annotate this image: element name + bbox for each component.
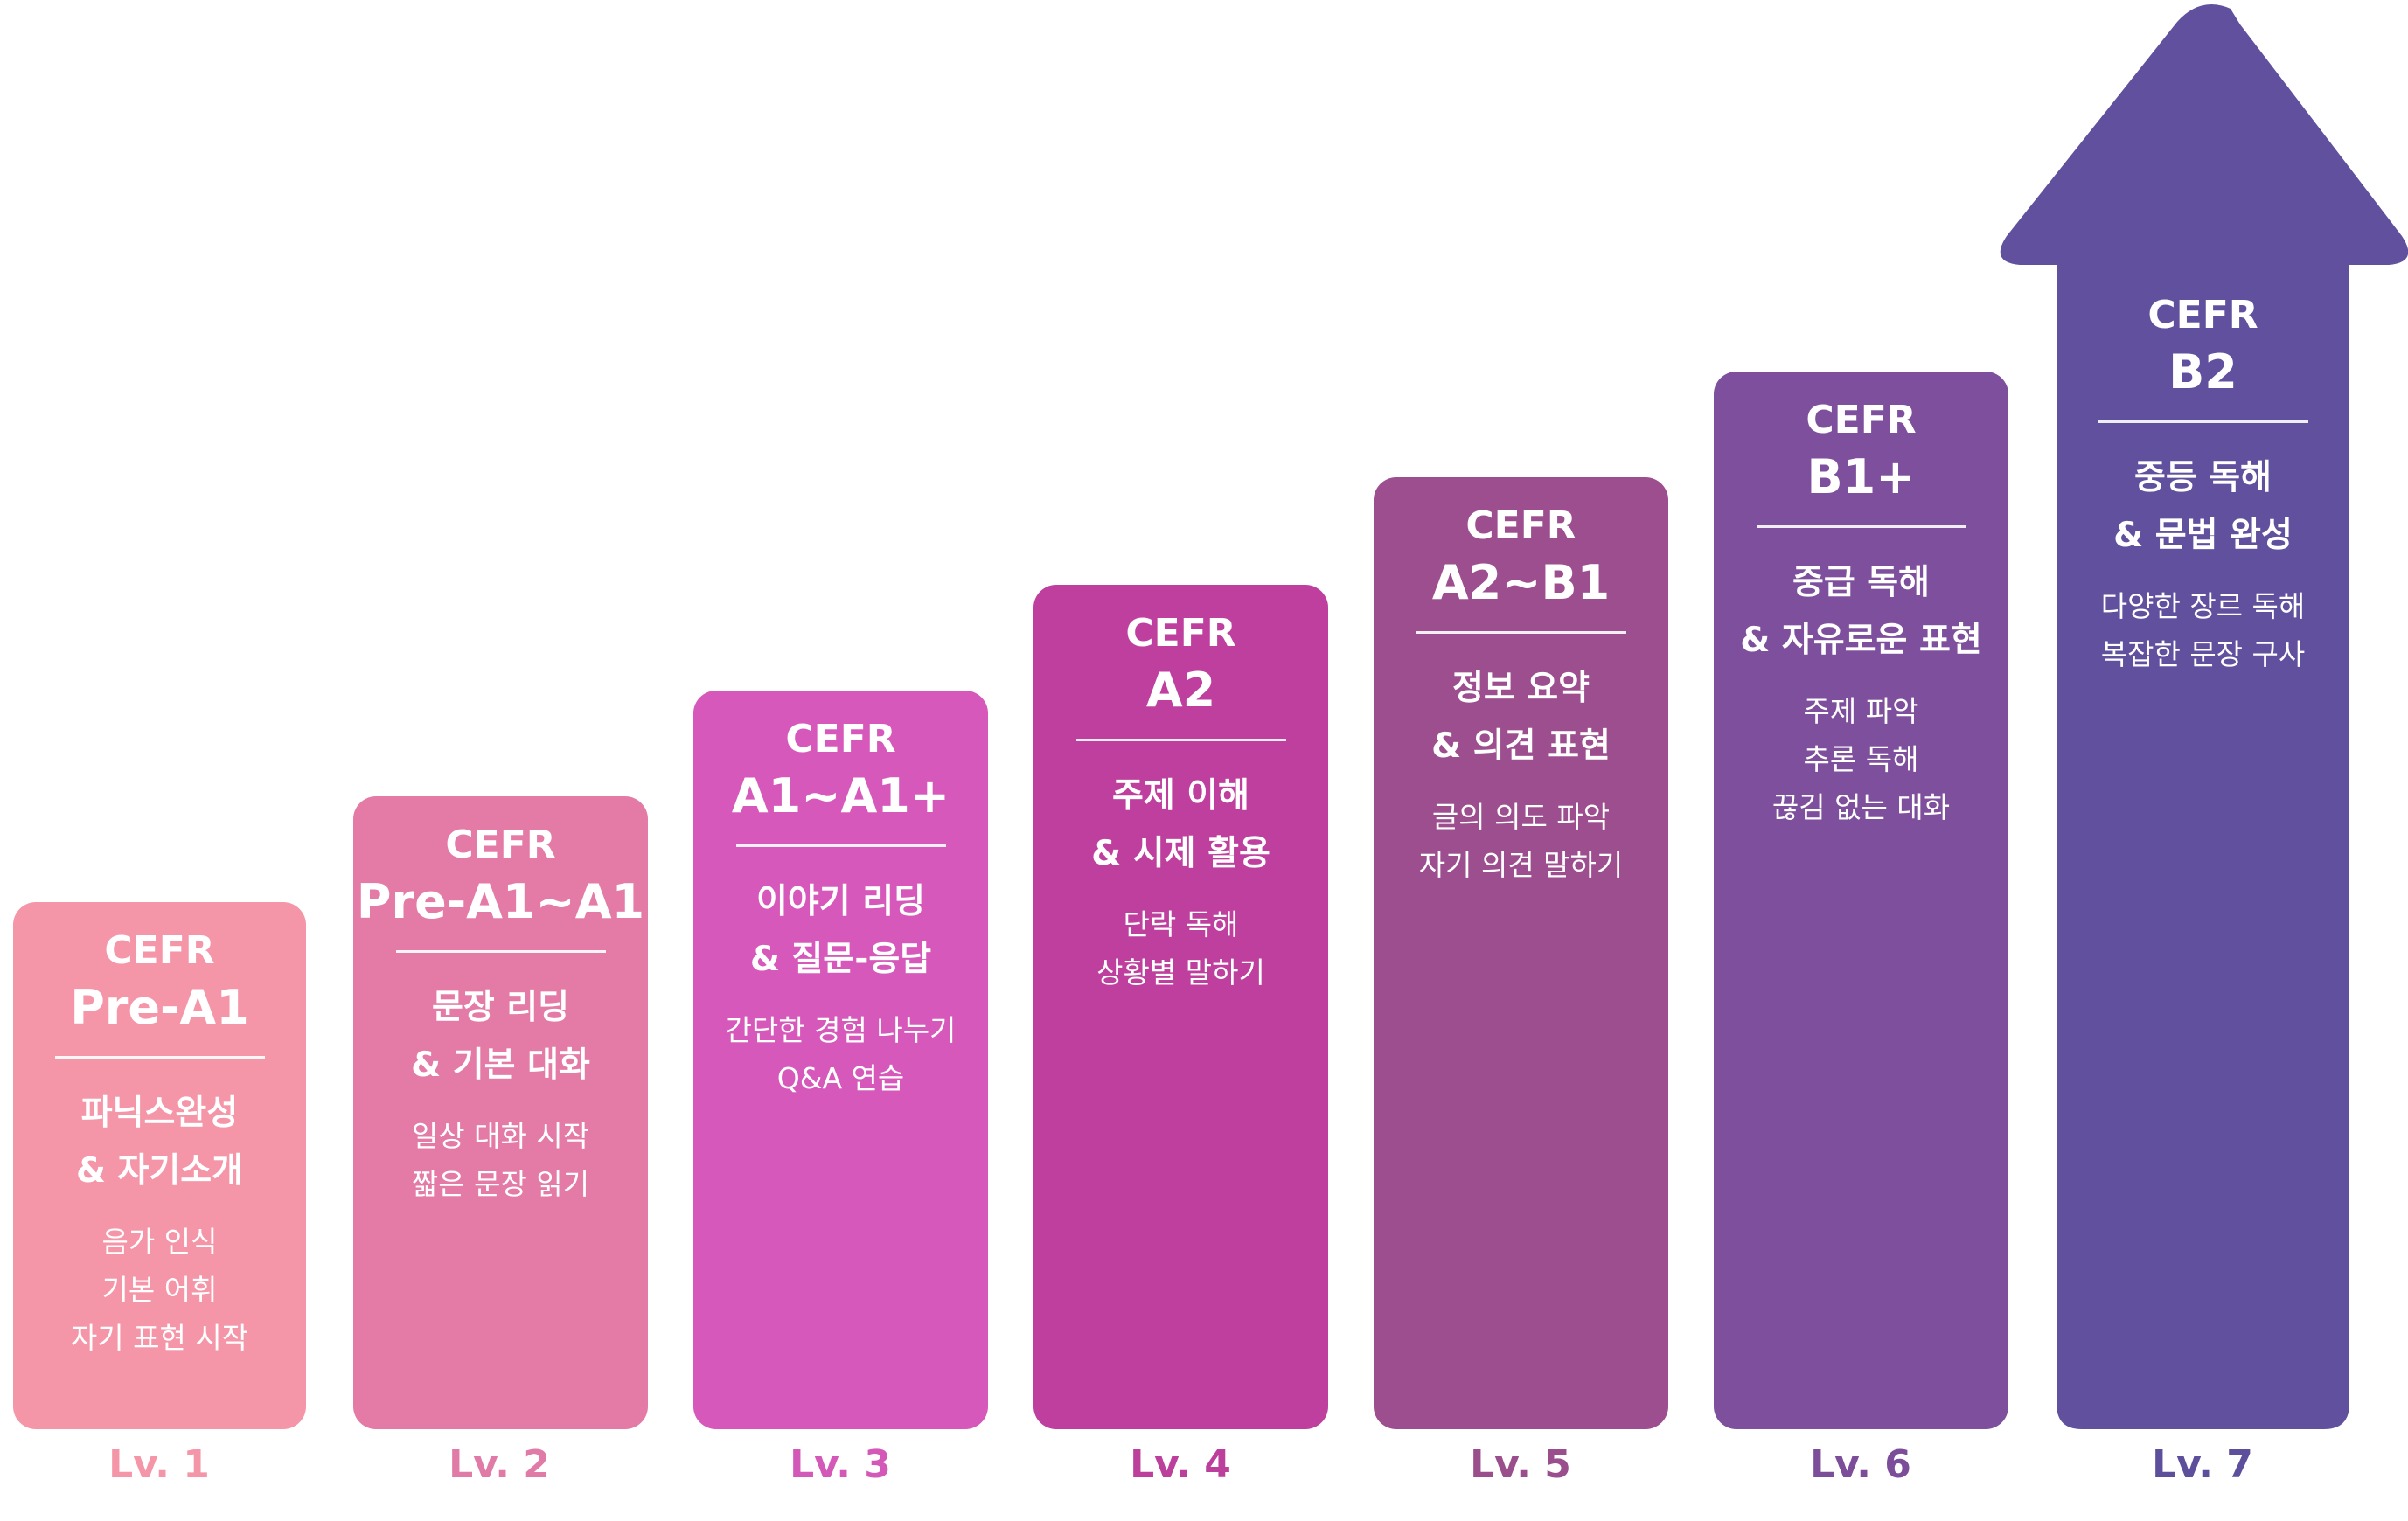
divider: [2098, 420, 2308, 423]
skill-item: 단락 독해: [1123, 907, 1239, 941]
skill-item: 일상 대화 시작: [411, 1119, 590, 1153]
skill-list: 주제 파악 추론 독해 끊김 없는 대화: [1714, 687, 2008, 831]
skill-item: Q&A 연습: [776, 1061, 905, 1095]
divider: [1075, 739, 1286, 741]
cefr-label: CEFR: [2147, 293, 2258, 337]
level-label-2: Lv. 2: [449, 1442, 550, 1487]
level-4-card: CEFR A2 주제 이해 & 시제 활용 단락 독해 상황별 말하기: [1033, 585, 1328, 1429]
skill-item: 간단한 경험 나누기: [725, 1013, 957, 1047]
skill-item: 자기 표현 시작: [70, 1321, 249, 1355]
skill-item: 기본 어휘: [101, 1273, 218, 1307]
cefr-label: CEFR: [785, 717, 896, 761]
focus-title: 정보 요약: [1451, 669, 1590, 708]
cefr-label: CEFR: [1465, 504, 1576, 548]
skill-item: 다양한 장르 독해: [2100, 589, 2306, 623]
cefr-level: Pre-A1~A1: [356, 874, 645, 929]
skill-item: 글의 의도 파악: [1431, 800, 1611, 834]
cefr-level: B2: [2168, 344, 2237, 399]
divider: [1756, 525, 1966, 528]
focus-title-2: & 자유로운 표현: [1740, 621, 1982, 660]
cefr-label: CEFR: [445, 823, 556, 867]
focus-title: 주제 이해: [1111, 776, 1250, 816]
level-label-3: Lv. 3: [790, 1442, 891, 1487]
level-3-card: CEFR A1~A1+ 이야기 리딩 & 질문-응답 간단한 경험 나누기 Q&…: [693, 691, 988, 1429]
level-label-4: Lv. 4: [1130, 1442, 1231, 1487]
focus-title-2: & 기본 대화: [411, 1045, 590, 1085]
focus-title-2: & 의견 표현: [1431, 726, 1611, 766]
skill-item: 복잡한 문장 구사: [2100, 637, 2306, 671]
cefr-label: CEFR: [1125, 611, 1236, 656]
cefr-level: A1~A1+: [731, 768, 950, 823]
skill-item: 추론 독해: [1803, 742, 1919, 776]
level-label-6: Lv. 6: [1810, 1442, 1911, 1487]
cefr-level: A2: [1145, 663, 1216, 718]
focus-title-2: & 시제 활용: [1091, 834, 1270, 873]
skill-item: 상황별 말하기: [1096, 955, 1265, 990]
skill-list: 음가 인식 기본 어휘 자기 표현 시작: [13, 1218, 306, 1362]
focus-title: 문장 리딩: [431, 988, 570, 1027]
skill-item: 자기 의견 말하기: [1418, 848, 1624, 882]
cefr-label: CEFR: [1806, 398, 1917, 442]
level-label-5: Lv. 5: [1470, 1442, 1571, 1487]
cefr-level: B1+: [1806, 449, 1916, 504]
focus-title-2: & 자기소개: [75, 1151, 244, 1191]
level-5-card: CEFR A2~B1 정보 요약 & 의견 표현 글의 의도 파악 자기 의견 …: [1374, 477, 1668, 1429]
skill-list: 간단한 경험 나누기 Q&A 연습: [693, 1006, 988, 1102]
cefr-level: Pre-A1: [70, 980, 249, 1035]
skill-item: 음가 인식: [101, 1225, 218, 1259]
skill-item: 짧은 문장 읽기: [411, 1167, 590, 1201]
skill-list: 단락 독해 상황별 말하기: [1033, 900, 1328, 997]
level-2-card: CEFR Pre-A1~A1 문장 리딩 & 기본 대화 일상 대화 시작 짧은…: [353, 796, 648, 1429]
level-7-card: CEFR B2 중등 독해 & 문법 완성 다양한 장르 독해 복잡한 문장 구…: [2057, 291, 2349, 678]
divider: [1416, 631, 1626, 634]
level-1-card: CEFR Pre-A1 파닉스완성 & 자기소개 음가 인식 기본 어휘 자기 …: [13, 902, 306, 1429]
skill-list: 글의 의도 파악 자기 의견 말하기: [1374, 793, 1668, 889]
skill-list: 다양한 장르 독해 복잡한 문장 구사: [2057, 582, 2349, 678]
focus-title-2: & 문법 완성: [2113, 516, 2293, 555]
skill-item: 끊김 없는 대화: [1771, 790, 1951, 824]
divider: [735, 844, 946, 847]
cefr-label: CEFR: [104, 928, 215, 973]
skill-list: 일상 대화 시작 짧은 문장 읽기: [353, 1112, 648, 1208]
level-6-card: CEFR B1+ 중급 독해 & 자유로운 표현 주제 파악 추론 독해 끊김 …: [1714, 372, 2008, 1429]
focus-title-2: & 질문-응답: [749, 940, 932, 979]
focus-title: 파닉스완성: [80, 1094, 239, 1133]
focus-title: 중급 독해: [1792, 563, 1931, 602]
level-label-1: Lv. 1: [108, 1442, 210, 1487]
cefr-level: A2~B1: [1431, 555, 1611, 610]
focus-title: 중등 독해: [2133, 458, 2272, 497]
arrow-body: [2000, 4, 2408, 1429]
focus-title: 이야기 리딩: [756, 882, 925, 921]
divider: [395, 950, 606, 953]
skill-item: 주제 파악: [1803, 694, 1919, 728]
divider: [54, 1056, 265, 1059]
level-label-7: Lv. 7: [2152, 1442, 2253, 1487]
